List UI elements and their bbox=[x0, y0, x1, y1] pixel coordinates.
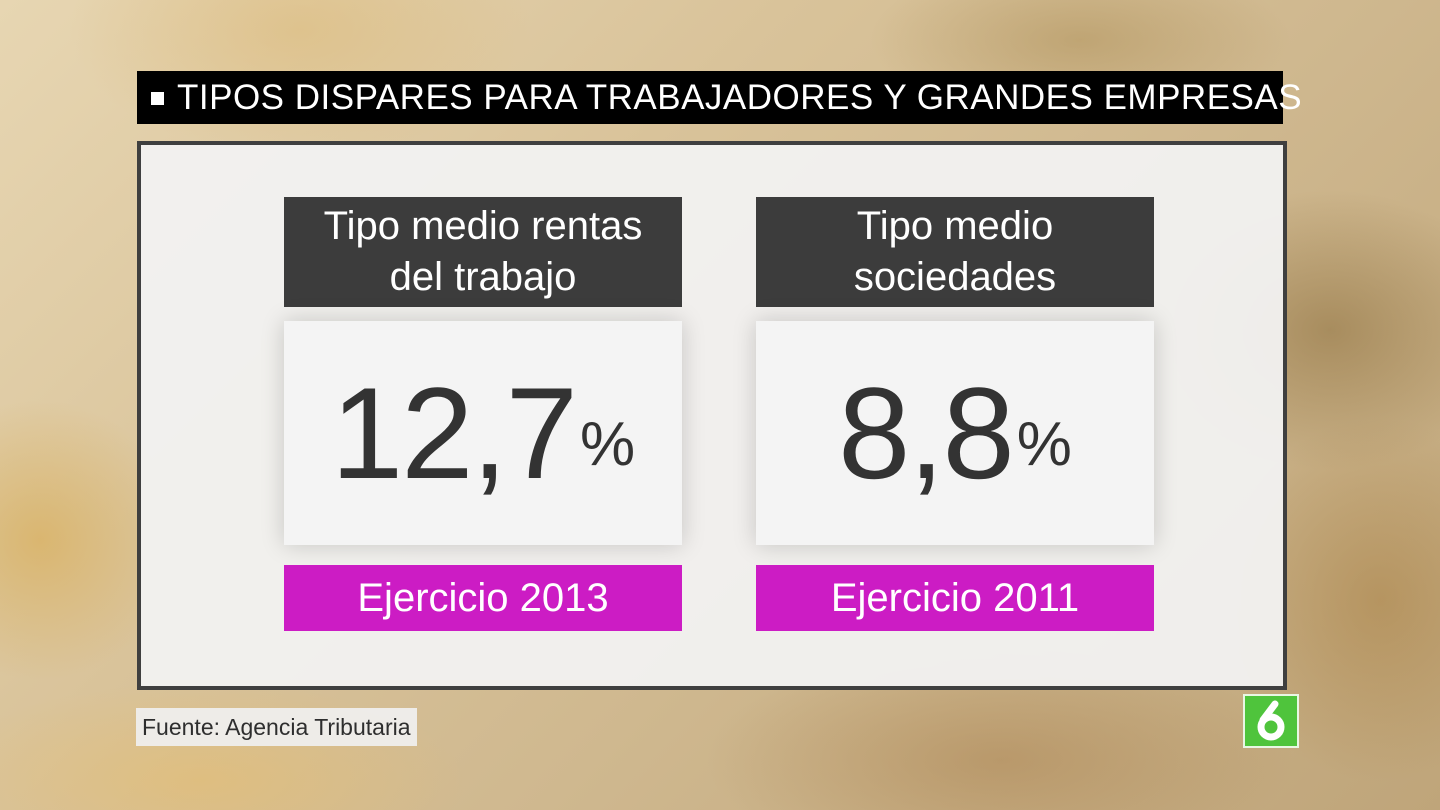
card-1-unit: % bbox=[579, 409, 636, 479]
card-2-label: Tipo medio sociedades bbox=[756, 197, 1154, 307]
card-1-period: Ejercicio 2013 bbox=[284, 565, 682, 631]
source-caption: Fuente: Agencia Tributaria bbox=[136, 708, 417, 746]
bullet-square-icon bbox=[151, 92, 164, 105]
card-2-period: Ejercicio 2011 bbox=[756, 565, 1154, 631]
card-1-value-box: 12,7 % bbox=[284, 321, 682, 545]
card-1-label-line-2: del trabajo bbox=[389, 255, 577, 299]
headline-bar: TIPOS DISPARES PARA TRABAJADORES Y GRAND… bbox=[137, 71, 1302, 124]
card-2-value: 8,8 bbox=[838, 360, 1015, 506]
lasexta-logo-icon bbox=[1243, 694, 1299, 748]
card-1-label: Tipo medio rentas del trabajo bbox=[284, 197, 682, 307]
card-1-value: 12,7 bbox=[330, 360, 578, 506]
card-2-label-line-1: Tipo medio bbox=[856, 204, 1054, 248]
headline-title: TIPOS DISPARES PARA TRABAJADORES Y GRAND… bbox=[177, 77, 1303, 117]
card-2-unit: % bbox=[1016, 409, 1072, 479]
card-2-label-line-2: sociedades bbox=[853, 255, 1057, 299]
card-1-label-line-1: Tipo medio rentas bbox=[323, 204, 643, 248]
card-2-value-box: 8,8 % bbox=[756, 321, 1154, 545]
lasexta-logo-glyph bbox=[1257, 700, 1285, 741]
